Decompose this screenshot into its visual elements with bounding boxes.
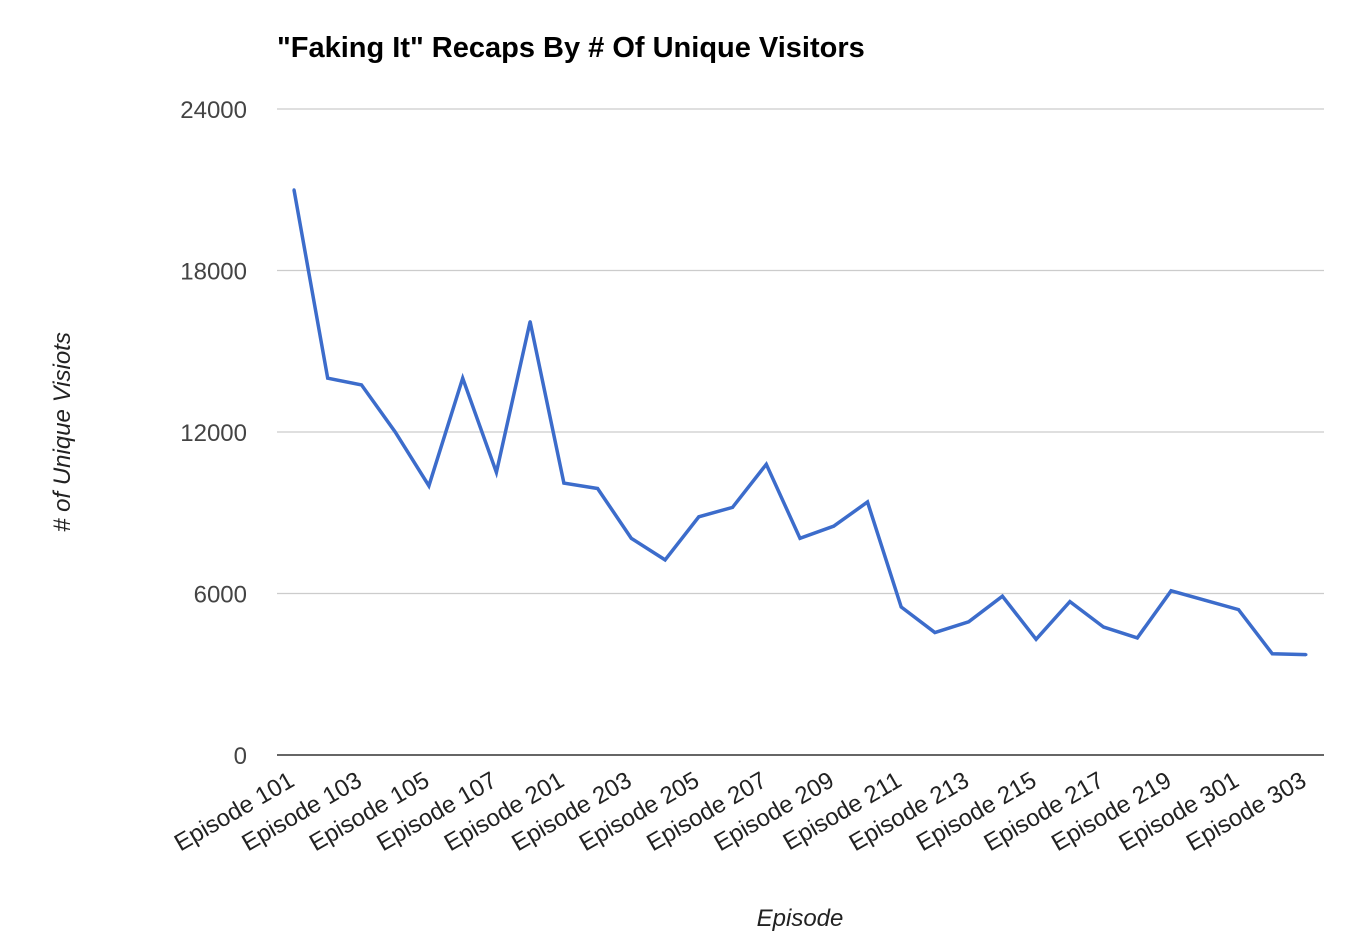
data-point: [427, 484, 431, 488]
y-tick-label: 6000: [194, 582, 247, 609]
data-point: [528, 320, 532, 324]
y-axis-title: # of Unique Visiots: [49, 332, 76, 532]
data-point: [1304, 653, 1308, 657]
data-point: [1000, 594, 1004, 598]
data-point: [764, 462, 768, 466]
x-axis-title: Episode: [757, 905, 844, 932]
data-point: [494, 470, 498, 474]
data-point: [629, 536, 633, 540]
data-point: [933, 631, 937, 635]
data-point: [1034, 637, 1038, 641]
y-tick-label: 0: [234, 743, 247, 770]
data-point: [1270, 652, 1274, 656]
gridlines: [277, 108, 1324, 756]
data-point: [1237, 608, 1241, 612]
data-point: [1135, 636, 1139, 640]
data-point: [663, 558, 667, 562]
data-point: [461, 376, 465, 380]
data-point: [292, 188, 296, 192]
data-point: [832, 524, 836, 528]
data-point: [393, 430, 397, 434]
y-tick-label: 12000: [180, 420, 247, 447]
data-point: [359, 383, 363, 387]
data-point: [1203, 598, 1207, 602]
data-point: [1068, 600, 1072, 604]
data-point: [1169, 589, 1173, 593]
data-point: [1102, 625, 1106, 629]
data-point: [798, 536, 802, 540]
data-point: [596, 487, 600, 491]
y-tick-label: 24000: [180, 97, 247, 124]
series-line: [292, 189, 1307, 657]
chart-title: "Faking It" Recaps By # Of Unique Visito…: [277, 32, 865, 64]
data-point: [967, 620, 971, 624]
data-point: [326, 376, 330, 380]
data-point: [865, 500, 869, 504]
y-tick-label: 18000: [180, 259, 247, 286]
y-axis-ticks: 0 6000 12000 18000 24000: [180, 97, 247, 770]
data-point: [899, 605, 903, 609]
data-point: [731, 505, 735, 509]
data-point: [562, 481, 566, 485]
series-group: [292, 188, 1308, 657]
data-point: [697, 515, 701, 519]
